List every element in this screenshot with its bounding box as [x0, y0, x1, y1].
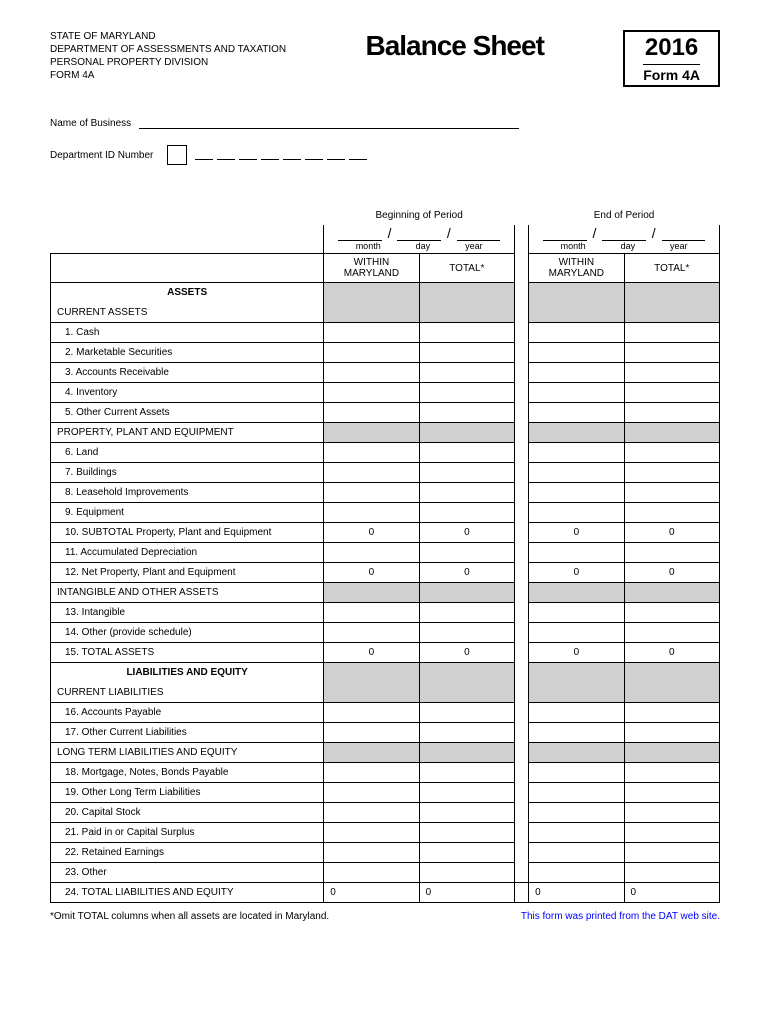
- end-day-input[interactable]: [602, 229, 645, 241]
- current-liab-label: CURRENT LIABILITIES: [51, 683, 324, 703]
- table-row: 2. Marketable Securities: [51, 343, 720, 363]
- dept-id-dash[interactable]: [217, 150, 235, 160]
- table-row: 6. Land: [51, 443, 720, 463]
- begin-year-input[interactable]: [457, 229, 500, 241]
- business-input-line[interactable]: [139, 117, 519, 129]
- table-row: 10. SUBTOTAL Property, Plant and Equipme…: [51, 523, 720, 543]
- col-total-end: TOTAL*: [624, 254, 719, 283]
- table-row: 3. Accounts Receivable: [51, 363, 720, 383]
- end-period-label: End of Period: [529, 205, 720, 225]
- table-row: 23. Other: [51, 863, 720, 883]
- form-header: STATE OF MARYLAND DEPARTMENT OF ASSESSME…: [50, 30, 720, 87]
- table-row: 21. Paid in or Capital Surplus: [51, 823, 720, 843]
- column-header-row: WITHIN MARYLAND TOTAL* WITHIN MARYLAND T…: [51, 254, 720, 283]
- table-row: 24. TOTAL LIABILITIES AND EQUITY0000: [51, 883, 720, 903]
- table-row: 15. TOTAL ASSETS0000: [51, 643, 720, 663]
- table-row: 13. Intangible: [51, 603, 720, 623]
- month-label: month: [561, 241, 586, 251]
- page-title: Balance Sheet: [365, 30, 543, 62]
- table-row: 22. Retained Earnings: [51, 843, 720, 863]
- current-assets-label: CURRENT ASSETS: [51, 303, 324, 323]
- longterm-header-row: LONG TERM LIABILITIES AND EQUITY: [51, 743, 720, 763]
- dept-id-field: Department ID Number: [50, 145, 720, 165]
- table-row: 16. Accounts Payable: [51, 703, 720, 723]
- footer: *Omit TOTAL columns when all assets are …: [50, 911, 720, 922]
- begin-period-label: Beginning of Period: [324, 205, 515, 225]
- day-label: day: [621, 241, 636, 251]
- intangible-header-row: INTANGIBLE AND OTHER ASSETS: [51, 583, 720, 603]
- date-row: / / month day year / / month day: [51, 225, 720, 254]
- dept-id-label: Department ID Number: [50, 150, 153, 161]
- state-line: STATE OF MARYLAND: [50, 30, 286, 43]
- col-total-begin: TOTAL*: [419, 254, 514, 283]
- footer-note: *Omit TOTAL columns when all assets are …: [50, 911, 329, 922]
- day-label: day: [416, 241, 431, 251]
- end-month-input[interactable]: [543, 229, 586, 241]
- table-row: 20. Capital Stock: [51, 803, 720, 823]
- table-row: 4. Inventory: [51, 383, 720, 403]
- table-row: 1. Cash: [51, 323, 720, 343]
- table-row: 5. Other Current Assets: [51, 403, 720, 423]
- dept-id-dash[interactable]: [239, 150, 257, 160]
- business-name-field: Name of Business: [50, 117, 720, 129]
- form-line: FORM 4A: [50, 69, 286, 82]
- table-row: 12. Net Property, Plant and Equipment000…: [51, 563, 720, 583]
- form-label: Form 4A: [643, 65, 700, 83]
- dept-id-dash[interactable]: [305, 150, 323, 160]
- begin-day-input[interactable]: [397, 229, 440, 241]
- balance-sheet-table: Beginning of Period End of Period / / mo…: [50, 205, 720, 903]
- dept-id-dash[interactable]: [195, 150, 213, 160]
- agency-block: STATE OF MARYLAND DEPARTMENT OF ASSESSME…: [50, 30, 286, 82]
- dept-id-box[interactable]: [167, 145, 187, 165]
- dept-line: DEPARTMENT OF ASSESSMENTS AND TAXATION: [50, 43, 286, 56]
- table-row: 14. Other (provide schedule): [51, 623, 720, 643]
- month-label: month: [356, 241, 381, 251]
- end-year-input[interactable]: [662, 229, 705, 241]
- dept-id-dash[interactable]: [261, 150, 279, 160]
- dept-id-dash[interactable]: [327, 150, 345, 160]
- assets-label: ASSETS: [57, 287, 317, 298]
- division-line: PERSONAL PROPERTY DIVISION: [50, 56, 286, 69]
- year-value: 2016: [643, 34, 700, 65]
- col-within-begin: WITHIN MARYLAND: [324, 254, 419, 283]
- begin-month-input[interactable]: [338, 229, 381, 241]
- dept-id-dash[interactable]: [283, 150, 301, 160]
- table-row: 9. Equipment: [51, 503, 720, 523]
- liab-eq-label: LIABILITIES AND EQUITY: [57, 667, 317, 678]
- table-row: 7. Buildings: [51, 463, 720, 483]
- ppe-header-row: PROPERTY, PLANT AND EQUIPMENT: [51, 423, 720, 443]
- table-row: 11. Accumulated Depreciation: [51, 543, 720, 563]
- table-row: 17. Other Current Liabilities: [51, 723, 720, 743]
- business-label: Name of Business: [50, 118, 131, 129]
- table-row: 18. Mortgage, Notes, Bonds Payable: [51, 763, 720, 783]
- year-box: 2016 Form 4A: [623, 30, 720, 87]
- dept-id-dash[interactable]: [349, 150, 367, 160]
- col-within-end: WITHIN MARYLAND: [529, 254, 624, 283]
- period-header-row: Beginning of Period End of Period: [51, 205, 720, 225]
- footer-link: This form was printed from the DAT web s…: [521, 911, 720, 922]
- assets-header-row: ASSETS: [51, 283, 720, 303]
- year-label: year: [465, 241, 483, 251]
- table-row: 19. Other Long Term Liabilities: [51, 783, 720, 803]
- liab-header-row: LIABILITIES AND EQUITY: [51, 663, 720, 683]
- table-row: 8. Leasehold Improvements: [51, 483, 720, 503]
- year-label: year: [670, 241, 688, 251]
